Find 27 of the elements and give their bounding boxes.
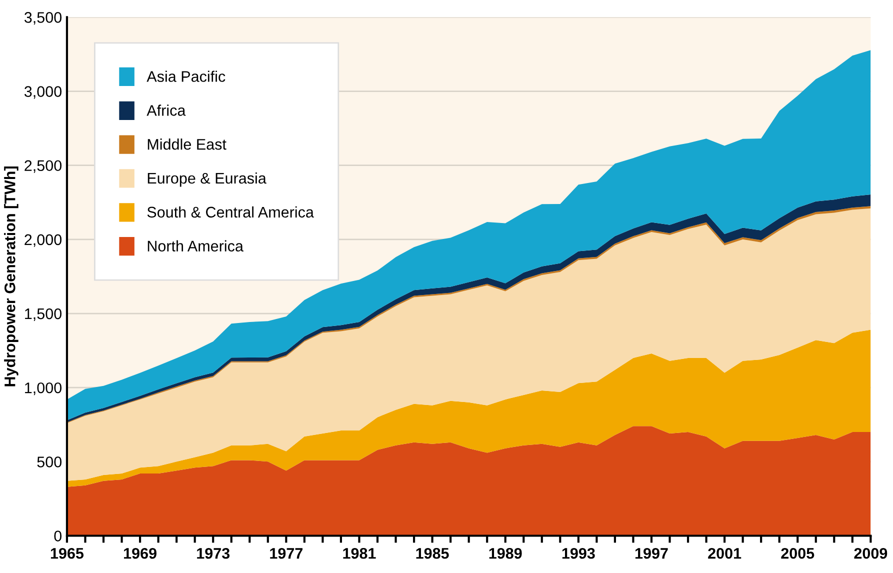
x-tick-label: 2001 (708, 548, 742, 559)
x-tick-label: 1993 (562, 548, 595, 559)
x-tick-label: 1969 (124, 548, 156, 559)
x-tick-label: 1989 (489, 548, 522, 559)
y-tick-label: 2,000 (24, 234, 62, 247)
x-tick-label: 1985 (416, 548, 449, 559)
y-tick-label: 500 (37, 456, 62, 468)
y-tick-label: 2,500 (24, 160, 62, 173)
y-tick-label: 3,000 (24, 86, 62, 99)
legend-label: Europe & Eurasia (148, 172, 266, 187)
y-tick-label: 1,000 (25, 382, 62, 396)
y-tick-label: 0 (54, 530, 62, 542)
x-tick-label: 2009 (854, 548, 888, 559)
legend-label: Africa (146, 104, 186, 116)
y-tick-label: 1,500 (25, 308, 62, 322)
legend-label: North America (148, 240, 244, 252)
x-tick-label: 1977 (270, 548, 302, 559)
x-tick-label: 1965 (50, 548, 84, 559)
x-tick-label: 1981 (343, 548, 376, 559)
legend-label: Asia Pacific (146, 70, 226, 82)
legend-label: South & Central America (147, 206, 314, 218)
x-tick-label: 2005 (781, 548, 814, 559)
x-tick-label: 1997 (635, 548, 668, 559)
y-tick-label: 3,500 (24, 12, 62, 25)
legend-label: Middle East (148, 138, 226, 150)
x-tick-label: 1973 (197, 548, 230, 559)
y-axis-title: Hydropower Generation [TWh] (4, 166, 18, 386)
